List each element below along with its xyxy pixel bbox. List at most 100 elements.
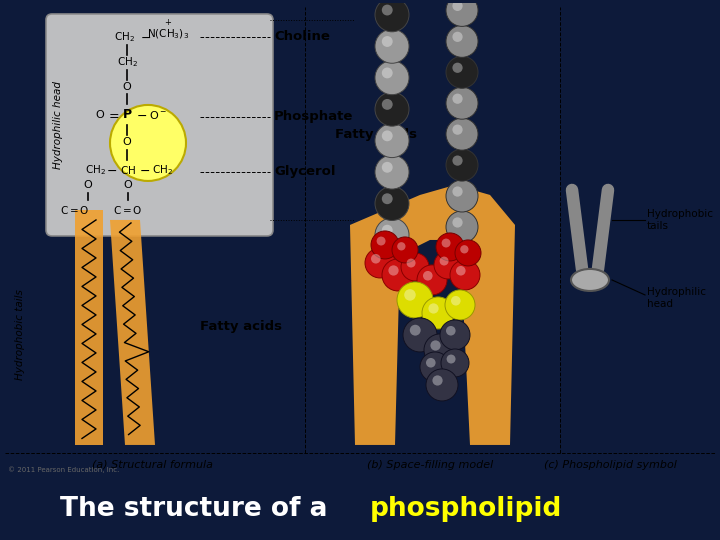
Circle shape bbox=[375, 0, 409, 32]
Text: $\mathsf{CH}$: $\mathsf{CH}$ bbox=[120, 164, 136, 176]
Circle shape bbox=[382, 259, 414, 291]
Text: O: O bbox=[84, 180, 92, 190]
Text: $\mathsf{N(CH_3)_3}$: $\mathsf{N(CH_3)_3}$ bbox=[147, 27, 189, 40]
Text: (c) Phospholipid symbol: (c) Phospholipid symbol bbox=[544, 460, 676, 470]
Text: $\mathsf{CH_2}$: $\mathsf{CH_2}$ bbox=[114, 30, 135, 44]
Text: $+$: $+$ bbox=[164, 17, 172, 27]
Circle shape bbox=[446, 0, 478, 26]
Circle shape bbox=[382, 5, 392, 16]
Text: O: O bbox=[124, 180, 132, 190]
Text: Hydrophobic tails: Hydrophobic tails bbox=[15, 289, 25, 380]
Circle shape bbox=[375, 60, 409, 94]
Circle shape bbox=[446, 56, 478, 88]
Circle shape bbox=[446, 149, 478, 181]
FancyBboxPatch shape bbox=[46, 14, 273, 236]
Circle shape bbox=[441, 349, 469, 377]
Circle shape bbox=[422, 297, 454, 329]
Text: Glycerol: Glycerol bbox=[274, 165, 336, 178]
Circle shape bbox=[382, 99, 392, 110]
Circle shape bbox=[456, 266, 466, 275]
Circle shape bbox=[434, 251, 462, 279]
Circle shape bbox=[452, 125, 463, 135]
Circle shape bbox=[382, 130, 392, 141]
Circle shape bbox=[452, 63, 463, 73]
Text: O: O bbox=[96, 110, 104, 120]
Ellipse shape bbox=[571, 269, 609, 291]
Text: Hydrophobic
tails: Hydrophobic tails bbox=[647, 209, 713, 231]
Text: (a) Structural formula: (a) Structural formula bbox=[91, 460, 212, 470]
Text: Phosphate: Phosphate bbox=[274, 111, 354, 124]
Text: $-$: $-$ bbox=[136, 109, 148, 122]
Text: Fatty acids: Fatty acids bbox=[335, 129, 417, 141]
Circle shape bbox=[365, 248, 395, 278]
Text: © 2011 Pearson Education, Inc.: © 2011 Pearson Education, Inc. bbox=[8, 466, 120, 473]
Circle shape bbox=[407, 259, 415, 267]
Text: $\mathsf{CH_2}$: $\mathsf{CH_2}$ bbox=[84, 163, 106, 177]
Circle shape bbox=[377, 237, 386, 246]
Circle shape bbox=[375, 29, 409, 63]
Text: $\mathsf{C{=}O}$: $\mathsf{C{=}O}$ bbox=[60, 204, 90, 216]
Circle shape bbox=[404, 289, 415, 301]
Text: $-$: $-$ bbox=[107, 164, 117, 177]
Circle shape bbox=[424, 334, 456, 366]
Circle shape bbox=[452, 93, 463, 104]
Circle shape bbox=[392, 237, 418, 263]
Circle shape bbox=[441, 239, 451, 247]
Circle shape bbox=[388, 265, 399, 275]
Circle shape bbox=[110, 105, 186, 181]
Circle shape bbox=[446, 25, 478, 57]
Text: P: P bbox=[122, 109, 132, 122]
Circle shape bbox=[460, 245, 469, 253]
Circle shape bbox=[440, 320, 470, 350]
Circle shape bbox=[426, 369, 458, 401]
Text: $=$: $=$ bbox=[106, 109, 120, 122]
Circle shape bbox=[446, 87, 478, 119]
Text: Hydrophilic head: Hydrophilic head bbox=[53, 81, 63, 169]
Circle shape bbox=[452, 1, 463, 11]
Circle shape bbox=[426, 358, 436, 368]
Text: (b) Space-filling model: (b) Space-filling model bbox=[367, 460, 493, 470]
Circle shape bbox=[382, 36, 392, 47]
Circle shape bbox=[446, 118, 478, 150]
Text: $\mathsf{CH_2}$: $\mathsf{CH_2}$ bbox=[117, 55, 138, 69]
Circle shape bbox=[445, 290, 475, 320]
Circle shape bbox=[452, 32, 463, 42]
Circle shape bbox=[446, 355, 456, 363]
Circle shape bbox=[375, 186, 409, 220]
Text: The structure of a: The structure of a bbox=[60, 496, 337, 522]
Circle shape bbox=[450, 260, 480, 290]
Circle shape bbox=[397, 282, 433, 318]
Circle shape bbox=[375, 92, 409, 126]
Text: phospholipid: phospholipid bbox=[370, 496, 562, 522]
Circle shape bbox=[428, 303, 438, 314]
Circle shape bbox=[397, 242, 405, 251]
Circle shape bbox=[451, 296, 461, 306]
Circle shape bbox=[433, 375, 443, 386]
Circle shape bbox=[420, 352, 450, 382]
Circle shape bbox=[423, 271, 433, 281]
Circle shape bbox=[417, 265, 447, 295]
Circle shape bbox=[375, 155, 409, 189]
Circle shape bbox=[375, 124, 409, 158]
Circle shape bbox=[403, 318, 437, 352]
Circle shape bbox=[446, 211, 478, 243]
Circle shape bbox=[446, 326, 456, 335]
Text: $-$: $-$ bbox=[140, 30, 151, 43]
Text: $-$: $-$ bbox=[140, 164, 150, 177]
Text: Hydrophilic
head: Hydrophilic head bbox=[647, 287, 706, 309]
Text: Choline: Choline bbox=[274, 30, 330, 43]
Text: $\mathsf{C{=}O}$: $\mathsf{C{=}O}$ bbox=[113, 204, 143, 216]
Bar bbox=[75, 210, 103, 445]
Circle shape bbox=[410, 325, 420, 336]
Circle shape bbox=[455, 240, 481, 266]
Text: O$^-$: O$^-$ bbox=[149, 109, 167, 121]
Circle shape bbox=[452, 156, 463, 166]
Circle shape bbox=[371, 254, 381, 264]
Circle shape bbox=[431, 340, 441, 350]
Polygon shape bbox=[110, 220, 155, 445]
Circle shape bbox=[382, 225, 392, 235]
Circle shape bbox=[375, 218, 409, 252]
Polygon shape bbox=[350, 185, 515, 445]
Circle shape bbox=[446, 180, 478, 212]
Text: Fatty acids: Fatty acids bbox=[200, 320, 282, 334]
